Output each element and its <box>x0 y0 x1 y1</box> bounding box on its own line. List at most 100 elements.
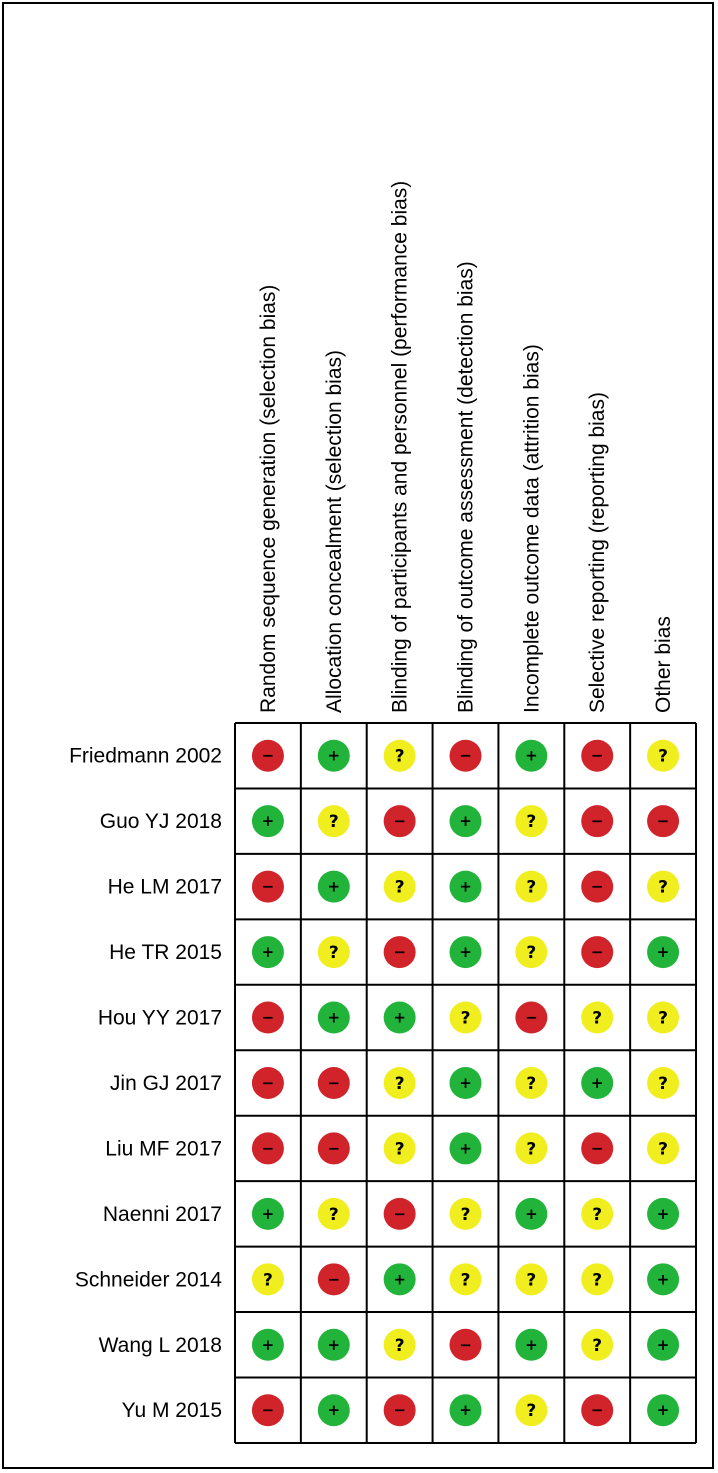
cell-5-6-unclear-circle <box>647 1066 680 1099</box>
cell-6-4-unclear-circle <box>515 1132 548 1165</box>
cell-10-5-high-circle <box>581 1394 614 1427</box>
cell-4-5-unclear-circle <box>581 1001 614 1034</box>
cell-7-2-high-symbol: − <box>393 1205 406 1223</box>
cell-9-1-low-symbol: + <box>327 1336 340 1354</box>
cell-0-3-high-symbol: − <box>459 747 472 765</box>
cell-8-3-unclear-symbol: ? <box>461 1270 471 1290</box>
cell-7-5-unclear-circle <box>581 1197 614 1230</box>
cell-4-2-low-symbol: + <box>393 1009 406 1027</box>
study-label-2: He LM 2017 <box>108 876 222 899</box>
cell-10-6-low-circle <box>647 1394 680 1427</box>
cell-2-4-unclear-circle <box>515 870 548 903</box>
cell-9-2-unclear-circle <box>383 1328 416 1361</box>
cell-8-0-unclear-symbol: ? <box>263 1270 273 1290</box>
cell-4-4-high-circle <box>515 1001 548 1034</box>
cell-1-1-unclear-symbol: ? <box>329 812 339 832</box>
cell-3-1-unclear-circle <box>317 936 350 969</box>
cell-1-5-high-circle <box>581 805 614 838</box>
cell-7-2-high-circle <box>383 1197 416 1230</box>
study-label-3: He TR 2015 <box>109 941 222 964</box>
cell-0-0-high-symbol: − <box>262 747 275 765</box>
cell-8-6-low-symbol: + <box>657 1270 670 1288</box>
cell-6-3-low-symbol: + <box>459 1139 472 1157</box>
cell-4-5-unclear-symbol: ? <box>592 1009 602 1029</box>
cell-3-6-low-symbol: + <box>657 943 670 961</box>
cell-6-5-high-symbol: − <box>591 1139 604 1157</box>
cell-0-2-unclear-symbol: ? <box>395 747 405 767</box>
study-label-7: Naenni 2017 <box>103 1203 222 1226</box>
cell-8-1-high-circle <box>317 1263 350 1296</box>
cell-5-1-high-circle <box>317 1066 350 1099</box>
cell-6-5-high-circle <box>581 1132 614 1165</box>
study-label-10: Yu M 2015 <box>122 1399 222 1422</box>
cell-4-1-low-circle <box>317 1001 350 1034</box>
cell-8-5-unclear-symbol: ? <box>592 1270 602 1290</box>
cell-2-0-high-symbol: − <box>262 878 275 896</box>
cell-3-5-high-circle <box>581 936 614 969</box>
cell-7-0-low-circle <box>251 1197 284 1230</box>
study-label-0: Friedmann 2002 <box>69 745 222 768</box>
cell-7-0-low-symbol: + <box>262 1205 275 1223</box>
cell-5-5-low-circle <box>581 1066 614 1099</box>
column-header-2: Blinding of participants and personnel (… <box>389 181 412 713</box>
study-label-5: Jin GJ 2017 <box>110 1072 222 1095</box>
cell-7-6-low-symbol: + <box>657 1205 670 1223</box>
cell-5-5-low-symbol: + <box>591 1074 604 1092</box>
cell-5-6-unclear-symbol: ? <box>658 1074 668 1094</box>
cell-4-4-high-symbol: − <box>525 1009 538 1027</box>
cell-3-5-high-symbol: − <box>591 943 604 961</box>
cell-9-0-low-symbol: + <box>262 1336 275 1354</box>
column-header-1: Allocation concealment (selection bias) <box>323 350 346 713</box>
cell-2-2-unclear-circle <box>383 870 416 903</box>
cell-9-0-low-circle <box>251 1328 284 1361</box>
cell-10-0-high-symbol: − <box>262 1401 275 1419</box>
cell-1-1-unclear-circle <box>317 805 350 838</box>
cell-2-5-high-circle <box>581 870 614 903</box>
cell-8-4-unclear-circle <box>515 1263 548 1296</box>
cell-4-0-high-symbol: − <box>262 1009 275 1027</box>
cell-10-5-high-symbol: − <box>591 1401 604 1419</box>
cell-2-1-low-symbol: + <box>327 878 340 896</box>
cell-3-6-low-circle <box>647 936 680 969</box>
cell-0-6-unclear-circle <box>647 739 680 772</box>
cell-3-3-low-circle <box>449 936 482 969</box>
cell-0-3-high-circle <box>449 739 482 772</box>
cell-8-3-unclear-circle <box>449 1263 482 1296</box>
cell-0-4-low-circle <box>515 739 548 772</box>
cell-8-5-unclear-circle <box>581 1263 614 1296</box>
cell-3-4-unclear-circle <box>515 936 548 969</box>
cell-3-2-high-circle <box>383 936 416 969</box>
cell-6-1-high-symbol: − <box>327 1139 340 1157</box>
study-label-1: Guo YJ 2018 <box>100 810 222 833</box>
cell-0-1-low-circle <box>317 739 350 772</box>
cell-10-0-high-circle <box>251 1394 284 1427</box>
cell-5-0-high-circle <box>251 1066 284 1099</box>
study-label-4: Hou YY 2017 <box>98 1007 222 1030</box>
cell-5-3-low-circle <box>449 1066 482 1099</box>
cell-9-6-low-symbol: + <box>657 1336 670 1354</box>
cell-6-6-unclear-circle <box>647 1132 680 1165</box>
cell-5-3-low-symbol: + <box>459 1074 472 1092</box>
cell-6-3-low-circle <box>449 1132 482 1165</box>
cell-6-2-unclear-circle <box>383 1132 416 1165</box>
cell-8-1-high-symbol: − <box>327 1270 340 1288</box>
cell-2-1-low-circle <box>317 870 350 903</box>
cell-10-2-high-symbol: − <box>393 1401 406 1419</box>
column-header-4: Incomplete outcome data (attrition bias) <box>520 344 543 713</box>
cell-2-4-unclear-symbol: ? <box>526 878 536 898</box>
cell-4-3-unclear-circle <box>449 1001 482 1034</box>
cell-9-4-low-circle <box>515 1328 548 1361</box>
cell-1-3-low-symbol: + <box>459 812 472 830</box>
cell-2-6-unclear-circle <box>647 870 680 903</box>
cell-0-0-high-circle <box>251 739 284 772</box>
cell-6-0-high-circle <box>251 1132 284 1165</box>
cell-1-2-high-symbol: − <box>393 812 406 830</box>
cell-5-1-high-symbol: − <box>327 1074 340 1092</box>
cell-5-0-high-symbol: − <box>262 1074 275 1092</box>
cell-2-6-unclear-symbol: ? <box>658 878 668 898</box>
cell-4-6-unclear-circle <box>647 1001 680 1034</box>
cell-2-3-low-symbol: + <box>459 878 472 896</box>
cell-0-5-high-circle <box>581 739 614 772</box>
cell-7-1-unclear-symbol: ? <box>329 1205 339 1225</box>
cell-10-1-low-circle <box>317 1394 350 1427</box>
